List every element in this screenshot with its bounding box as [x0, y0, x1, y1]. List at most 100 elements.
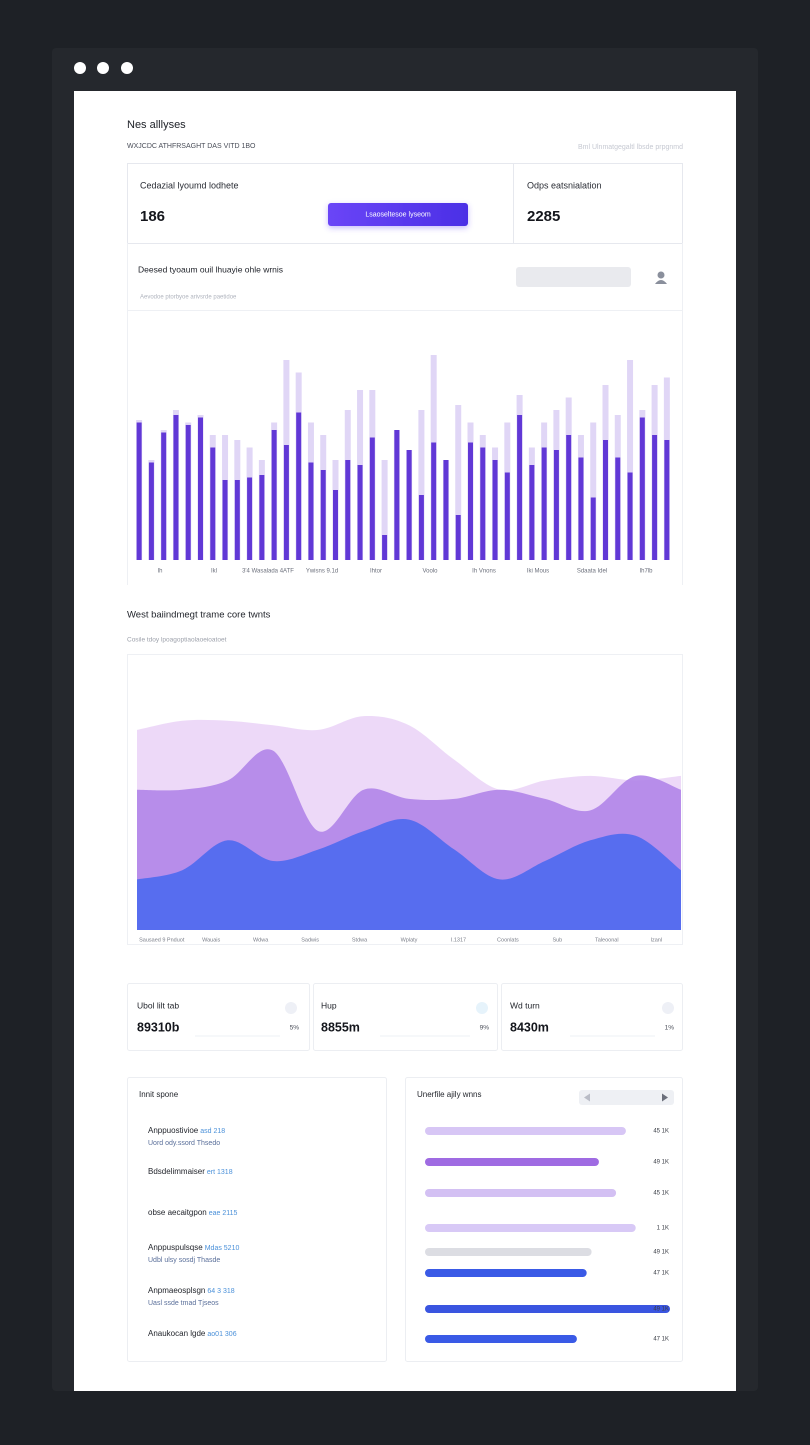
window-dot[interactable] [97, 62, 109, 74]
bar [308, 462, 314, 560]
bar [345, 460, 351, 560]
card-value: 89310b [137, 1020, 180, 1034]
list-panel [127, 1077, 387, 1362]
bar [148, 462, 154, 560]
bar [443, 460, 449, 560]
user-icon [655, 280, 667, 284]
card-title: Hup [321, 1000, 337, 1010]
bar [283, 445, 289, 560]
bar-label: 49 1K [653, 1307, 669, 1313]
bar [627, 472, 633, 560]
bar [425, 1127, 626, 1135]
chart-title: Unerfile ajily wnns [417, 1090, 481, 1099]
pager-next[interactable] [662, 1093, 668, 1102]
list-item-suffix: ert 1318 [207, 1169, 233, 1176]
bar [590, 497, 596, 560]
bar [357, 465, 363, 560]
list-item-suffix: asd 218 [200, 1128, 225, 1135]
bar-label: 1 1K [657, 1226, 669, 1232]
window-dot[interactable] [74, 62, 86, 74]
bar [664, 440, 670, 560]
bar [222, 480, 228, 560]
bar [480, 447, 486, 560]
x-axis-label: Sdaata Idel [577, 569, 607, 575]
bars-panel [405, 1077, 683, 1362]
bar [590, 422, 597, 560]
pager[interactable] [579, 1090, 674, 1105]
stat-value: 2285 [527, 208, 560, 225]
area [137, 819, 681, 930]
x-axis-label: Voolo [422, 569, 438, 575]
bar [173, 415, 179, 560]
search-field[interactable] [516, 267, 631, 287]
user-icon[interactable] [657, 271, 665, 279]
list-item-title: Anpmaeosplsgn [148, 1286, 205, 1295]
bar [529, 465, 535, 560]
bar [198, 417, 203, 560]
bar-label: 47 1K [653, 1337, 669, 1343]
bar [652, 435, 658, 560]
list-item-suffix: 64 3 318 [207, 1288, 234, 1295]
page-title: Nes alllyses [127, 119, 186, 131]
list-item-title: Bdsdelimmaiser [148, 1167, 205, 1176]
bar [627, 360, 634, 560]
x-axis-label: Iki Mous [527, 569, 549, 575]
bar [431, 442, 437, 560]
card-change: 9% [480, 1025, 490, 1032]
list-item: Anppuostivioe asd 218 [148, 1126, 225, 1135]
bar [136, 422, 142, 560]
bar [234, 480, 240, 560]
bar [639, 417, 645, 560]
page-subtitle: WXJCDC ATHFRSAGHT DAS VITD 1BO [127, 143, 256, 150]
bar [455, 405, 462, 560]
bar [603, 440, 608, 560]
window-dot[interactable] [121, 62, 133, 74]
card-title: Wd turn [510, 1000, 540, 1010]
x-axis-label: Ywisns 9.1d [306, 569, 338, 575]
bar [394, 430, 400, 560]
page-note: Bml Ulnmatgegaltl lbsde prpgnmd [578, 144, 683, 151]
card-title: Ubol lilt tab [137, 1000, 179, 1010]
card-icon [285, 1002, 297, 1014]
x-axis-label: Coonlats [497, 937, 519, 943]
bar [320, 470, 326, 560]
stats-box [127, 163, 683, 244]
card-icon [476, 1002, 488, 1014]
card-change: 1% [665, 1025, 675, 1032]
chart-subtitle: Cosile tdoy lpoagoptiaolaoeioatoet [127, 637, 227, 644]
list-item: Anpmaeosplsgn 64 3 318 [148, 1286, 235, 1295]
bar [492, 460, 498, 560]
pager-prev[interactable] [584, 1093, 590, 1102]
x-axis-label: Sub [552, 937, 562, 943]
bar-label: 47 1K [653, 1271, 669, 1277]
list-item-sub: Uord ody.ssord Thsedo [148, 1140, 220, 1147]
list-item-title: obse aecaitgpon [148, 1208, 207, 1217]
bar [566, 435, 572, 560]
bar [425, 1158, 599, 1166]
bar [615, 457, 621, 560]
button[interactable] [328, 203, 468, 226]
list-item-suffix: ao01 306 [207, 1331, 236, 1338]
bar [455, 515, 461, 560]
card-change: 5% [290, 1025, 300, 1032]
x-axis-label: Ihtor [370, 569, 382, 575]
bar [381, 460, 388, 560]
bar [425, 1248, 592, 1256]
stat-value: 186 [140, 208, 165, 225]
button-label: Lsaoseltesoe lyseom [365, 211, 431, 218]
bar [369, 437, 375, 560]
x-axis-label: Izanl [650, 937, 662, 943]
chart-subtitle: Aevodoe ptorbyoe arivsrde paetidoe [140, 295, 237, 301]
x-axis-label: Wplaty [401, 937, 418, 943]
list-item-title: Anaukocan lgde [148, 1329, 206, 1338]
chart-box [127, 654, 683, 945]
list-item-sub: Uasl ssde tmad Tjseos [148, 1300, 219, 1307]
x-axis-label: Wauais [202, 937, 220, 943]
bar-label: 49 1K [653, 1160, 669, 1166]
bar [578, 457, 584, 560]
bar-label: 49 1K [653, 1250, 669, 1256]
x-axis-label: I.1317 [451, 937, 466, 943]
list-item: Bdsdelimmaiser ert 1318 [148, 1167, 233, 1176]
x-axis-label: Ih [157, 569, 162, 575]
